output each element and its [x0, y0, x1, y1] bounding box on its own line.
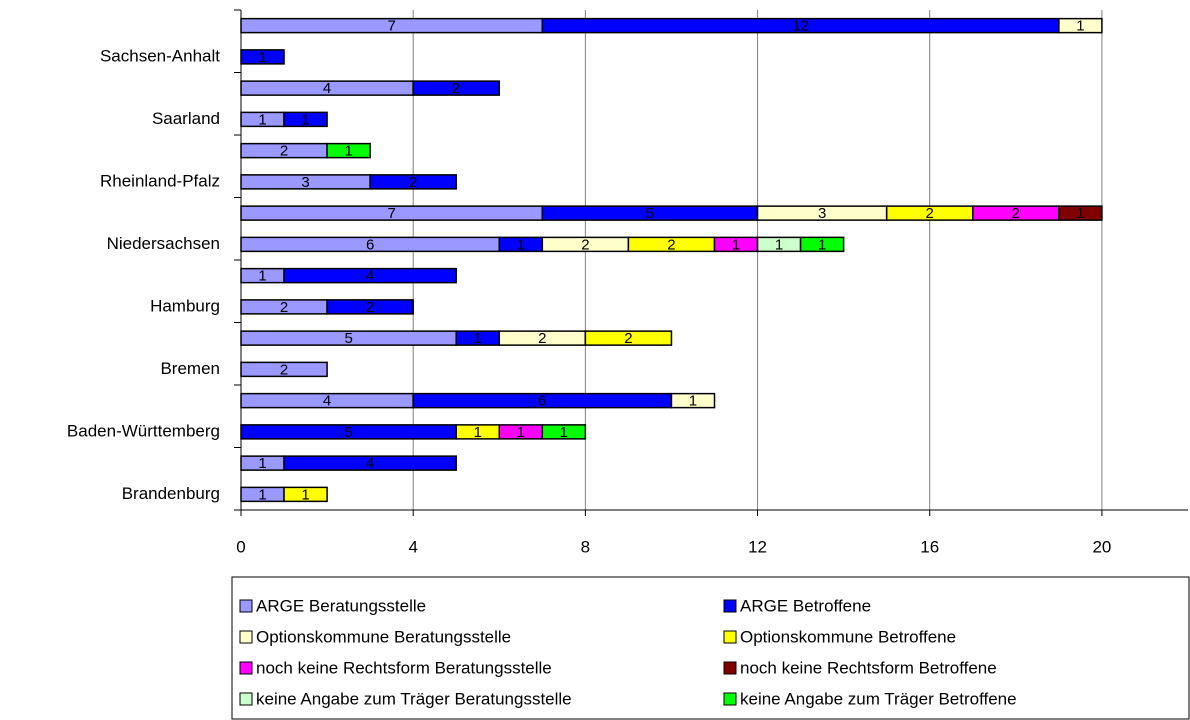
value-label: 1 — [560, 424, 568, 441]
value-label: 5 — [344, 330, 352, 347]
legend-label: Optionskommune Beratungsstelle — [256, 627, 511, 646]
x-tick-label: 12 — [748, 537, 767, 556]
y-tick-label: Brandenburg — [122, 484, 220, 503]
value-label: 1 — [517, 424, 525, 441]
value-label: 2 — [624, 330, 632, 347]
bar-segment — [799, 236, 845, 253]
value-label: 1 — [818, 236, 826, 253]
legend-swatch — [239, 692, 253, 706]
value-label: 1 — [474, 330, 482, 347]
value-label: 2 — [1012, 205, 1020, 222]
y-tick-label: Sachsen-Anhalt — [100, 46, 220, 65]
value-label: 6 — [538, 393, 546, 410]
legend-label: keine Angabe zum Träger Betroffene — [740, 689, 1017, 708]
value-label: 1 — [732, 236, 740, 253]
bar-segment — [326, 142, 371, 159]
bar-segment — [326, 299, 414, 315]
value-label: 4 — [366, 268, 374, 285]
value-label: 1 — [474, 424, 482, 441]
bar-segment — [283, 267, 457, 284]
bar-segment — [541, 424, 587, 440]
value-label: 4 — [366, 455, 374, 472]
x-tick-label: 8 — [581, 537, 590, 556]
y-tick-label: Rheinland-Pfalz — [100, 171, 220, 190]
bar-segment — [584, 330, 673, 346]
legend-swatch — [723, 692, 737, 706]
value-label: 2 — [409, 174, 417, 191]
value-label: 1 — [258, 455, 266, 472]
legend-label: keine Angabe zum Träger Beratungsstelle — [256, 689, 572, 708]
value-label: 1 — [258, 268, 266, 285]
value-label: 3 — [818, 205, 826, 222]
value-label: 5 — [344, 424, 352, 441]
x-tick-label: 0 — [236, 537, 245, 556]
bar-segment — [283, 111, 328, 128]
y-tick-label: Saarland — [152, 109, 220, 128]
bar-segment — [283, 455, 457, 471]
legend-swatch — [239, 661, 253, 675]
value-label: 4 — [323, 393, 331, 410]
y-tick-label: Bremen — [160, 359, 220, 378]
value-label: 1 — [301, 111, 309, 128]
value-label: 2 — [280, 143, 288, 160]
value-label: 2 — [926, 205, 934, 222]
x-tick-label: 16 — [920, 537, 939, 556]
value-label: 1 — [258, 486, 266, 503]
value-label: 6 — [366, 236, 374, 253]
value-label: 12 — [792, 18, 809, 35]
bar-segment — [670, 392, 716, 409]
value-label: 1 — [1076, 18, 1084, 35]
value-label: 1 — [344, 143, 352, 160]
legend-swatch — [239, 630, 253, 644]
bar-segment — [240, 361, 328, 378]
value-label: 1 — [517, 236, 525, 253]
value-label: 2 — [366, 299, 374, 316]
value-label: 2 — [452, 80, 460, 97]
value-label: 1 — [258, 111, 266, 128]
value-label: 1 — [1076, 205, 1084, 222]
value-label: 1 — [258, 49, 266, 66]
y-tick-label: Hamburg — [150, 296, 220, 315]
value-label: 3 — [301, 174, 309, 191]
legend-swatch — [723, 661, 737, 675]
legend-label: noch keine Rechtsform Beratungsstelle — [256, 658, 552, 677]
y-tick-label: Niedersachsen — [107, 234, 220, 253]
value-label: 2 — [280, 361, 288, 378]
value-label: 4 — [323, 80, 331, 97]
value-label: 7 — [387, 205, 395, 222]
legend-label: ARGE Beratungsstelle — [256, 596, 426, 615]
legend-label: ARGE Betroffene — [740, 596, 871, 615]
value-label: 2 — [581, 236, 589, 253]
bar-segment — [412, 80, 501, 96]
legend-swatch — [723, 630, 737, 644]
value-label: 2 — [280, 299, 288, 316]
legend-label: Optionskommune Betroffene — [740, 627, 956, 646]
value-label: 2 — [538, 330, 546, 347]
bar-segment — [369, 174, 457, 190]
value-label: 7 — [387, 18, 395, 35]
bar-segment — [1058, 17, 1103, 34]
legend-label: noch keine Rechtsform Betroffene — [740, 658, 997, 677]
bar-segment — [283, 486, 328, 503]
legend-swatch — [239, 599, 253, 613]
value-label: 1 — [775, 236, 783, 253]
bar-segment — [1058, 205, 1103, 221]
bar-segment — [240, 49, 285, 65]
value-label: 1 — [689, 393, 697, 410]
value-label: 1 — [301, 486, 309, 503]
y-tick-label: Baden-Württemberg — [67, 421, 220, 440]
x-tick-label: 20 — [1092, 537, 1111, 556]
x-tick-label: 4 — [408, 537, 417, 556]
value-label: 2 — [667, 236, 675, 253]
legend-swatch — [723, 599, 737, 613]
legend-box — [231, 576, 1190, 720]
value-label: 5 — [646, 205, 654, 222]
